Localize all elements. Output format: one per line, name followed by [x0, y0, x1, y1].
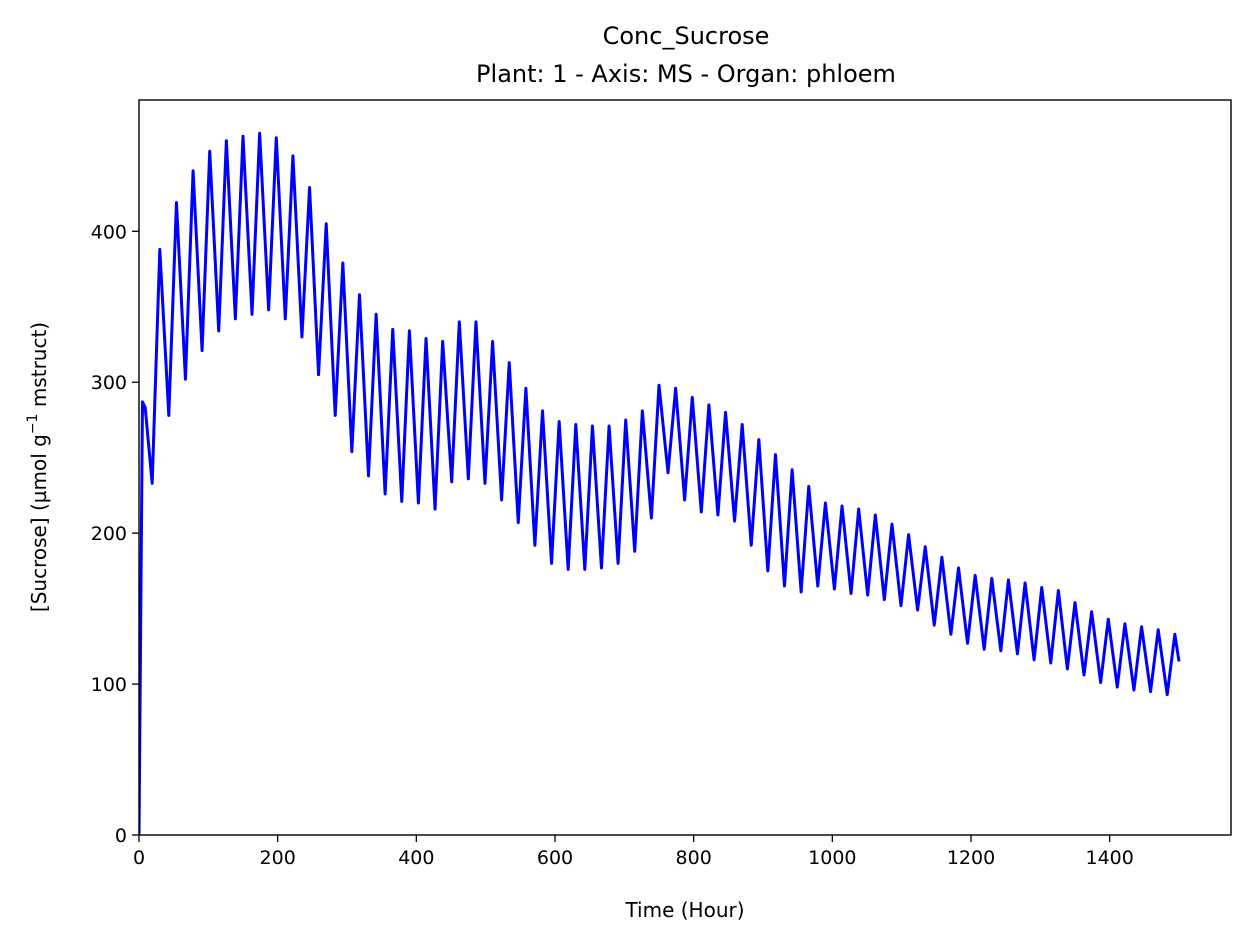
x-tick-label: 1000: [808, 847, 856, 869]
x-tick-label: 1400: [1085, 847, 1133, 869]
y-axis: 0 100 200 300 400: [91, 221, 139, 847]
y-tick-label: 400: [91, 221, 127, 243]
y-axis-label-main: [Sucrose] (µmol g: [27, 434, 51, 612]
x-axis-label: Time (Hour): [624, 898, 744, 922]
x-tick-label: 800: [676, 847, 712, 869]
plot-frame: [138, 99, 1232, 836]
y-tick-label: 100: [91, 674, 127, 696]
y-tick-label: 300: [91, 372, 127, 394]
y-axis-label-superscript: −1: [25, 414, 41, 435]
x-tick-label: 400: [398, 847, 434, 869]
x-tick-label: 200: [260, 847, 296, 869]
y-tick-label: 0: [115, 825, 127, 847]
y-tick-label: 200: [91, 523, 127, 545]
plot-area: [138, 99, 1232, 836]
y-axis-label-tail: mstruct): [27, 322, 51, 414]
chart-title: Conc_Sucrose: [603, 22, 770, 50]
series-line-0: [139, 131, 1181, 835]
x-tick-label: 1200: [947, 847, 995, 869]
x-axis: 0 200 400 600 800 1000 1200 1400: [133, 835, 1134, 869]
x-tick-label: 0: [133, 847, 145, 869]
chart-subtitle: Plant: 1 - Axis: MS - Organ: phloem: [476, 60, 896, 88]
x-tick-label: 600: [537, 847, 573, 869]
y-axis-label: [Sucrose] (µmol g−1 mstruct): [25, 322, 51, 612]
